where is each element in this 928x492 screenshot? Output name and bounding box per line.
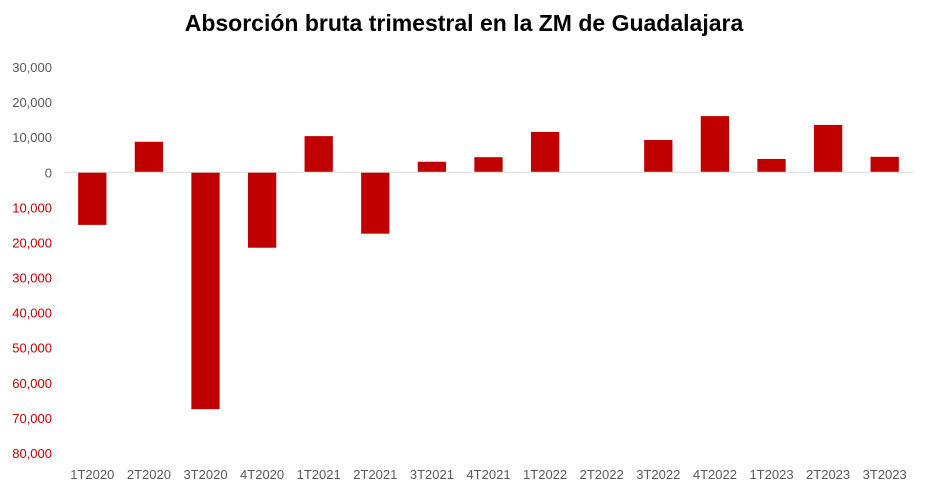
x-tick-label: 3T2020: [183, 467, 227, 482]
y-tick-label: 30,000: [12, 60, 52, 75]
x-tick-label: 1T2023: [749, 467, 793, 482]
bars: [78, 116, 899, 410]
y-tick-label: 70,000: [12, 411, 52, 426]
x-tick-label: 1T2021: [297, 467, 341, 482]
y-tick-label: 0: [45, 165, 52, 180]
bar-1T2021: [304, 136, 333, 173]
x-tick-label: 2T2023: [806, 467, 850, 482]
bar-4T2022: [700, 116, 730, 173]
bar-4T2021: [474, 157, 503, 173]
y-tick-label: 80,000: [12, 446, 52, 461]
x-tick-label: 3T2021: [410, 467, 454, 482]
y-tick-label: 20,000: [12, 95, 52, 110]
x-axis-ticks: 1T2020 2T2020 3T2020 4T2020 1T2021 2T2021 3T20…: [70, 467, 906, 482]
bar-1T2023: [757, 158, 786, 173]
bar-2T2020: [134, 141, 164, 173]
x-tick-label: 4T2021: [466, 467, 510, 482]
y-tick-label: 40,000: [12, 306, 52, 321]
chart-title: Absorción bruta trimestral en la ZM de G…: [184, 10, 744, 36]
x-tick-label: 1T2020: [70, 467, 114, 482]
bar-2T2023: [813, 124, 843, 173]
bar-1T2022: [530, 131, 560, 173]
x-tick-label: 1T2022: [523, 467, 567, 482]
x-tick-label: 2T2022: [580, 467, 624, 482]
y-tick-label: 30,000: [12, 271, 52, 286]
bar-4T2020: [247, 172, 277, 248]
y-tick-label: 10,000: [12, 200, 52, 215]
x-tick-label: 4T2020: [240, 467, 284, 482]
x-tick-label: 3T2023: [863, 467, 907, 482]
y-tick-label: 10,000: [12, 130, 52, 145]
y-tick-label: 50,000: [12, 341, 52, 356]
bar-1T2020: [78, 172, 107, 225]
x-tick-label: 4T2022: [693, 467, 737, 482]
x-tick-label: 3T2022: [636, 467, 680, 482]
y-axis-ticks: 30,000 20,000 10,000 0 10,000 20,000 30,000 40,…: [12, 60, 52, 461]
bar-3T2021: [417, 161, 447, 173]
bar-2T2021: [361, 172, 390, 234]
y-tick-label: 20,000: [12, 235, 52, 250]
bar-3T2020: [191, 172, 220, 410]
x-tick-label: 2T2021: [353, 467, 397, 482]
y-tick-label: 60,000: [12, 376, 52, 391]
bar-3T2022: [644, 139, 673, 173]
bar-3T2023: [870, 156, 899, 173]
x-tick-label: 2T2020: [127, 467, 171, 482]
